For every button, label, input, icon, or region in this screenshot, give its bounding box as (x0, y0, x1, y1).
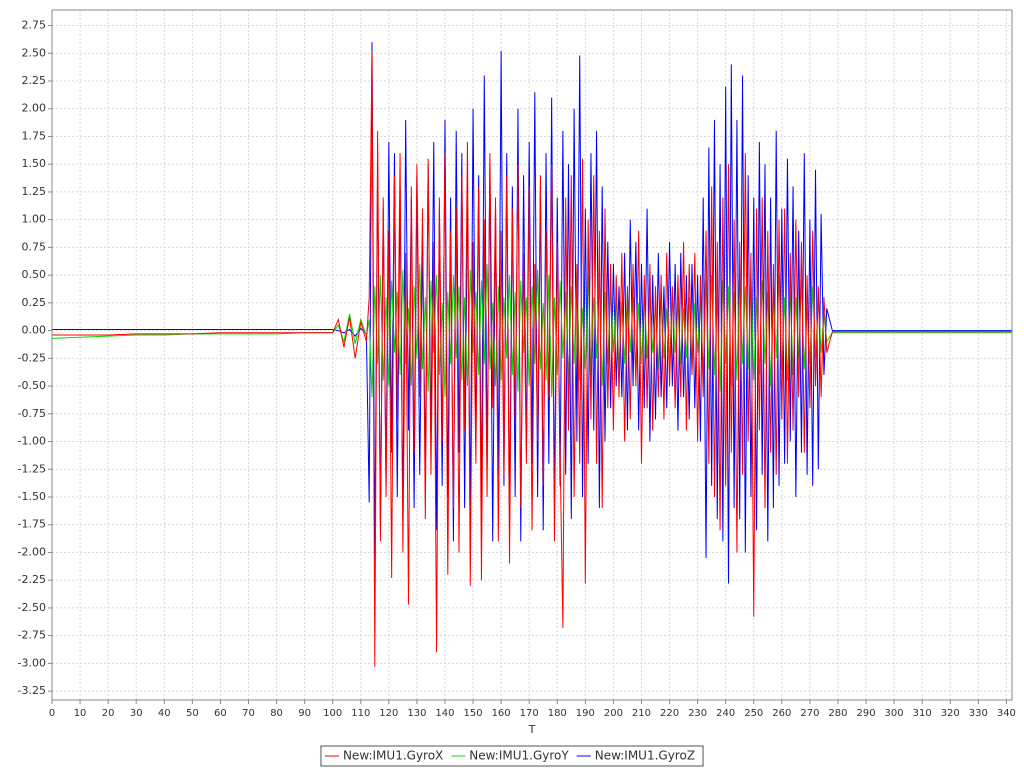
x-tick-label: 220 (660, 708, 679, 719)
x-tick-label: 100 (323, 708, 342, 719)
y-tick-label: -3.00 (18, 656, 46, 669)
y-tick-label: 0.00 (22, 324, 47, 337)
x-tick-label: 80 (270, 708, 283, 719)
x-tick-label: 160 (492, 708, 511, 719)
x-tick-label: 190 (576, 708, 595, 719)
x-axis-label: T (528, 723, 536, 736)
y-tick-label: -2.50 (18, 601, 46, 614)
x-tick-label: 300 (885, 708, 904, 719)
x-tick-label: 230 (688, 708, 707, 719)
x-tick-label: 0 (49, 708, 55, 719)
x-tick-label: 200 (604, 708, 623, 719)
x-tick-label: 290 (856, 708, 875, 719)
x-tick-label: 270 (800, 708, 819, 719)
x-tick-label: 320 (941, 708, 960, 719)
legend-box (320, 745, 704, 767)
y-tick-label: -3.25 (18, 684, 46, 697)
y-tick-label: -1.50 (18, 490, 46, 503)
y-tick-label: 0.75 (22, 240, 47, 253)
y-tick-label: -1.25 (18, 462, 46, 475)
y-tick-label: 1.50 (22, 157, 47, 170)
plot-frame (51, 9, 1013, 701)
y-tick-label: -0.75 (18, 407, 46, 420)
y-tick-label: -1.75 (18, 518, 46, 531)
x-tick-label: 330 (969, 708, 988, 719)
legend: New:IMU1.GyroX New:IMU1.GyroY New:IMU1.Gyr… (320, 745, 704, 767)
y-tick-label: 2.25 (22, 74, 47, 87)
y-tick-label: 2.00 (22, 102, 47, 115)
y-tick-label: 2.50 (22, 46, 47, 59)
x-tick-label: 30 (130, 708, 143, 719)
y-tick-label: 1.75 (22, 129, 47, 142)
x-tick-label: 120 (379, 708, 398, 719)
y-tick-label: -2.75 (18, 629, 46, 642)
x-tick-label: 150 (464, 708, 483, 719)
y-tick-label: 2.75 (22, 19, 47, 32)
x-tick-label: 280 (828, 708, 847, 719)
legend-label: New:IMU1.GyroX (343, 749, 443, 763)
x-tick-label: 340 (997, 708, 1016, 719)
x-tick-label: 130 (407, 708, 426, 719)
y-tick-label: -2.00 (18, 545, 46, 558)
data-line (52, 42, 1012, 584)
x-tick-label: 260 (772, 708, 791, 719)
x-tick-label: 10 (74, 708, 87, 719)
y-tick-label: 0.25 (22, 296, 47, 309)
x-tick-label: 180 (548, 708, 567, 719)
x-tick-label: 90 (298, 708, 311, 719)
x-tick-label: 310 (913, 708, 932, 719)
x-tick-label: 140 (435, 708, 454, 719)
y-tick-label: -2.25 (18, 573, 46, 586)
x-tick-label: 170 (520, 708, 539, 719)
y-tick-label: -0.25 (18, 351, 46, 364)
axes: -3.25 -3.00 -2.75 -2.50 -2.25 -2.00 -1.75 -1.50… (18, 19, 1016, 719)
y-tick-label: 1.00 (22, 213, 47, 226)
legend-label: New:IMU1.GyroZ (595, 749, 695, 763)
x-tick-label: 240 (716, 708, 735, 719)
y-tick-label: -1.00 (18, 435, 46, 448)
y-tick-label: 0.50 (22, 268, 47, 281)
x-tick-label: 40 (158, 708, 171, 719)
y-tick-label: 1.25 (22, 185, 47, 198)
x-tick-label: 210 (632, 708, 651, 719)
x-tick-label: 50 (186, 708, 199, 719)
plot-area (51, 42, 1012, 667)
x-tick-label: 60 (214, 708, 227, 719)
legend-label: New:IMU1.GyroY (469, 749, 569, 763)
data-line (52, 51, 1012, 667)
y-tick-label: -0.50 (18, 379, 46, 392)
x-tick-label: 250 (744, 708, 763, 719)
x-tick-label: 70 (242, 708, 255, 719)
x-tick-label: 20 (102, 708, 115, 719)
x-tick-label: 110 (351, 708, 370, 719)
